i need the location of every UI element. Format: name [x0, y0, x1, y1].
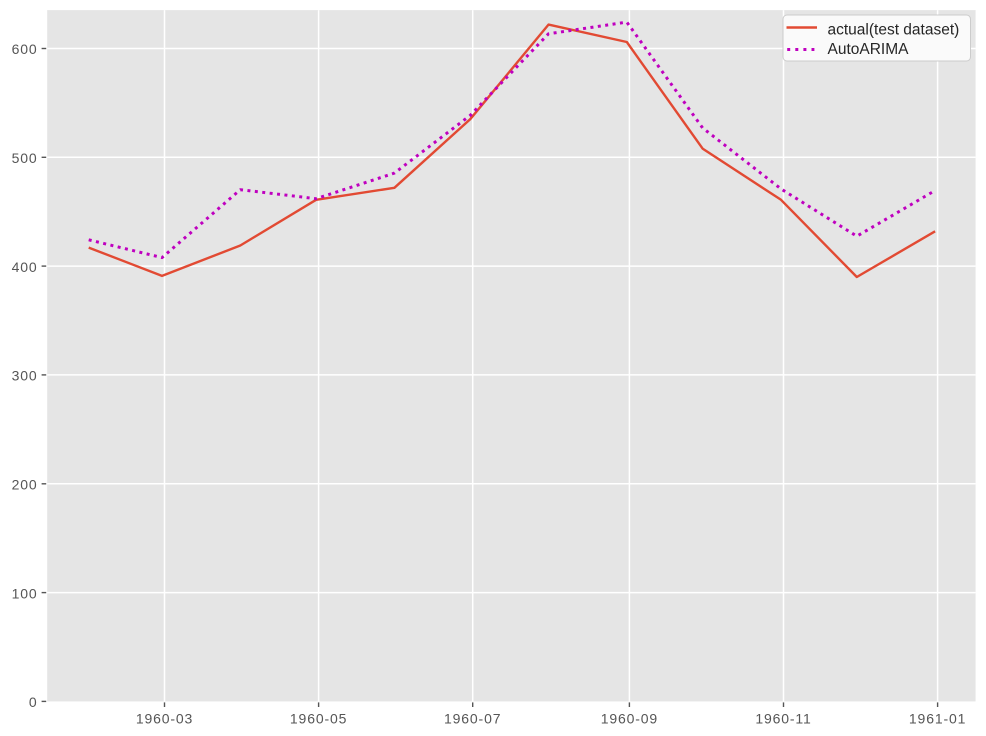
svg-text:actual(test dataset): actual(test dataset): [828, 21, 960, 38]
svg-text:500: 500: [12, 150, 38, 166]
svg-text:400: 400: [12, 259, 38, 275]
svg-text:200: 200: [12, 477, 38, 493]
svg-text:0: 0: [29, 694, 38, 710]
svg-text:1960-09: 1960-09: [601, 711, 658, 727]
svg-text:1961-01: 1961-01: [909, 711, 966, 727]
svg-text:600: 600: [12, 41, 38, 57]
svg-text:1960-11: 1960-11: [755, 711, 811, 727]
svg-text:1960-03: 1960-03: [136, 711, 193, 727]
svg-text:1960-07: 1960-07: [444, 711, 501, 727]
svg-text:300: 300: [12, 368, 38, 384]
svg-text:100: 100: [12, 585, 38, 601]
svg-text:AutoARIMA: AutoARIMA: [828, 41, 910, 58]
svg-text:1960-05: 1960-05: [290, 711, 347, 727]
